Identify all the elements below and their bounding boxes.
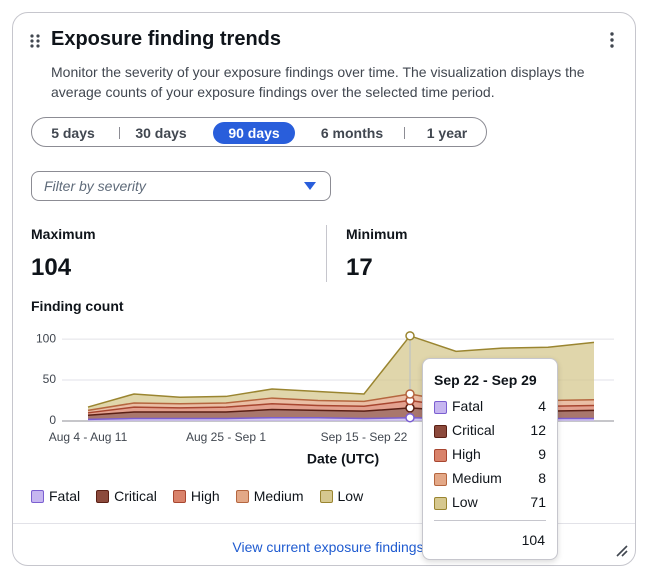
tooltip-row: High 9 — [434, 446, 546, 464]
legend-item[interactable]: Low — [319, 486, 364, 506]
tooltip-row: Medium 8 — [434, 470, 546, 488]
stat-value: 104 — [31, 254, 72, 281]
tooltip-label: High — [452, 446, 481, 462]
tooltip-value: 8 — [538, 470, 546, 486]
y-tick-label: 0 — [49, 413, 56, 427]
tooltip-swatch — [434, 497, 447, 510]
legend: Fatal Critical High Medium Low — [31, 486, 363, 506]
stat-label: Minimum — [346, 226, 408, 242]
tooltip-swatch — [434, 449, 447, 462]
option-separator — [119, 127, 120, 139]
time-range-option[interactable]: 6 months — [320, 125, 384, 141]
tooltip-value: 12 — [530, 422, 546, 438]
x-tick-label: Aug 4 - Aug 11 — [49, 430, 128, 444]
tooltip-value: 4 — [538, 398, 546, 414]
hover-dot — [405, 389, 415, 399]
series-line — [87, 334, 595, 408]
legend-item[interactable]: High — [172, 486, 220, 506]
resize-handle[interactable] — [615, 544, 629, 558]
footer-link[interactable]: View current exposure findings — [232, 539, 424, 555]
widget-description: Monitor the severity of your exposure fi… — [51, 64, 585, 100]
stat-value: 17 — [346, 254, 373, 281]
area — [88, 393, 594, 413]
time-range-option[interactable]: 5 days — [51, 125, 95, 141]
x-tick-label: Sep 15 - Sep 22 — [321, 430, 408, 444]
tooltip-row: Fatal 4 — [434, 398, 546, 416]
legend-item[interactable]: Critical — [96, 486, 157, 506]
legend-swatch — [235, 489, 249, 503]
tooltip-title: Sep 22 - Sep 29 — [434, 372, 537, 388]
legend-swatch — [172, 489, 186, 503]
widget-card — [12, 12, 636, 566]
legend-label: Fatal — [49, 488, 81, 504]
menu-button[interactable] — [606, 32, 618, 48]
stat-divider — [326, 225, 327, 282]
option-separator — [404, 127, 405, 139]
tooltip-value: 9 — [538, 446, 546, 462]
tooltip-label: Critical — [452, 422, 495, 438]
widget-title: Exposure finding trends — [51, 28, 282, 50]
time-range-option[interactable]: 30 days — [135, 125, 187, 141]
tooltip-divider — [434, 520, 546, 521]
time-range-option[interactable]: 1 year — [426, 125, 468, 141]
chart-title: Finding count — [31, 298, 124, 314]
legend-item[interactable]: Medium — [235, 486, 304, 506]
severity-filter[interactable]: Filter by severity — [31, 171, 331, 201]
tooltip-value: 71 — [530, 494, 546, 510]
legend-label: Low — [337, 488, 364, 504]
legend-swatch — [319, 489, 333, 503]
time-range-control: 5 days 30 days 90 days 6 months 1 year — [31, 117, 487, 147]
legend-label: Critical — [114, 488, 157, 504]
y-tick-label: 50 — [43, 372, 57, 386]
legend-label: Medium — [253, 488, 304, 504]
tooltip-swatch — [434, 401, 447, 414]
x-tick-label: Aug 25 - Sep 1 — [186, 430, 266, 444]
hover-dot — [405, 412, 415, 423]
tooltip-label: Medium — [452, 470, 502, 486]
legend-swatch — [31, 489, 44, 503]
drag-handle[interactable] — [29, 33, 41, 49]
tooltip-total: 104 — [521, 532, 545, 548]
time-range-option[interactable]: 90 days — [213, 122, 295, 144]
filter-placeholder: Filter by severity — [44, 178, 146, 194]
tooltip-row: Critical 12 — [434, 422, 546, 440]
dropdown-arrow — [304, 182, 316, 190]
y-tick-label: 100 — [36, 331, 56, 345]
tooltip-swatch — [434, 425, 447, 438]
tooltip-row: Low 71 — [434, 494, 546, 512]
stat-label: Maximum — [31, 226, 96, 242]
tooltip-swatch — [434, 473, 447, 486]
tooltip-label: Low — [452, 494, 478, 510]
legend-label: High — [190, 488, 220, 504]
tooltip: Sep 22 - Sep 29 Fatal 4 Critical 12 High 9 Medi… — [422, 358, 558, 560]
footer-divider — [13, 523, 635, 524]
legend-item[interactable]: Fatal — [31, 486, 80, 506]
hover-dot — [405, 331, 415, 341]
tooltip-label: Fatal — [452, 398, 484, 414]
legend-swatch — [96, 489, 110, 503]
x-axis-title: Date (UTC) — [307, 451, 379, 467]
